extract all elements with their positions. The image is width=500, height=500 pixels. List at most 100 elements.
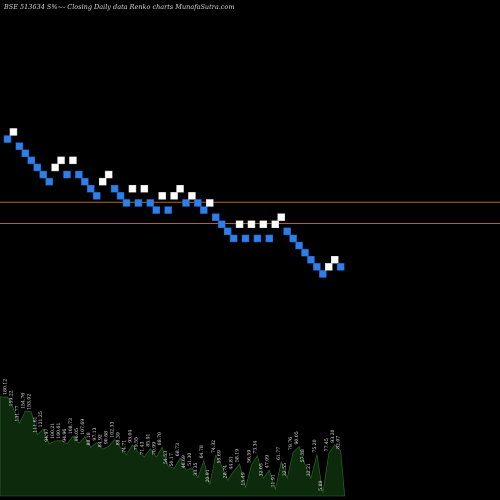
renko-brick-down xyxy=(3,135,12,143)
renko-brick-down xyxy=(253,234,262,243)
renko-brick-down xyxy=(27,156,36,165)
volume-label: 96.05 xyxy=(74,428,80,441)
volume-label: 33.35 xyxy=(193,462,199,475)
renko-brick-down xyxy=(194,199,202,207)
volume-label: 100.61 xyxy=(56,423,62,439)
volume-label: 88.18 xyxy=(86,432,92,445)
renko-brick-down xyxy=(301,248,309,257)
renko-brick-up xyxy=(271,220,279,228)
volume-label: 58.19 xyxy=(235,449,241,462)
renko-brick-down xyxy=(336,263,345,271)
volume-label: 107.69 xyxy=(80,419,86,435)
volume-label: 82.07 xyxy=(336,436,342,449)
renko-brick-up xyxy=(235,220,244,228)
volume-label: 61.77 xyxy=(276,447,282,460)
volume-label: 180.12 xyxy=(3,379,9,395)
volume-label: 44.81 xyxy=(229,456,235,469)
renko-brick-down xyxy=(87,185,95,193)
renko-brick-down xyxy=(39,170,47,179)
renko-brick-down xyxy=(182,199,190,207)
volume-label: 111.61 xyxy=(32,416,38,432)
renko-brick-up xyxy=(158,192,166,200)
renko-brick-up xyxy=(104,170,113,179)
renko-brick-up xyxy=(98,177,107,186)
volume-label: 153.02 xyxy=(26,394,32,410)
renko-brick-down xyxy=(134,199,143,207)
volume-label: 5.89 xyxy=(318,480,324,490)
volume-label: 90.68 xyxy=(104,431,110,444)
volume-label: 75.20 xyxy=(312,439,318,452)
volume-label: 70.99 xyxy=(151,442,157,455)
volume-label: 94.97 xyxy=(44,429,50,442)
volume-label: 88.70 xyxy=(157,432,163,445)
volume-label: 55.69 xyxy=(217,450,223,463)
volume-label: 32.05 xyxy=(258,463,264,476)
renko-brick-up xyxy=(51,163,59,172)
chart-title: BSE 513634 S%~- Closing Daily data Renko… xyxy=(3,3,235,11)
volume-label: 68.73 xyxy=(175,443,181,456)
volume-label: 88.39 xyxy=(116,432,122,445)
renko-brick-up xyxy=(140,185,149,193)
renko-brick-up xyxy=(170,192,178,200)
volume-label: 93.20 xyxy=(330,429,336,442)
volume-label: 20.91 xyxy=(205,469,211,482)
volume-label: 56.59 xyxy=(247,450,253,463)
renko-brick-down xyxy=(15,142,24,150)
renko-brick-down xyxy=(122,199,131,207)
renko-brick-down xyxy=(241,234,250,243)
volume-label: 77.45 xyxy=(324,438,330,451)
renko-brick-up xyxy=(277,213,285,221)
volume-label: 79.76 xyxy=(288,437,294,450)
renko-brick-down xyxy=(164,206,172,214)
volume-label: 54.53 xyxy=(163,451,169,464)
renko-brick-down xyxy=(45,177,53,186)
renko-brick-up xyxy=(206,199,214,207)
renko-brick-up xyxy=(57,156,65,165)
renko-brick-down xyxy=(63,170,71,179)
renko-brick-up xyxy=(188,192,196,200)
volume-label: 159.22 xyxy=(8,390,14,406)
renko-brick-down xyxy=(33,163,41,172)
volume-label: 11.91 xyxy=(270,474,276,487)
renko-brick-down xyxy=(295,241,303,250)
renko-brick-down xyxy=(93,192,101,200)
renko-brick-down xyxy=(265,234,274,243)
renko-brick-down xyxy=(110,185,119,193)
volume-label: 90.05 xyxy=(294,431,300,444)
volume-label: 100.21 xyxy=(50,423,56,439)
renko-brick-down xyxy=(152,206,160,214)
renko-brick-down xyxy=(200,206,208,214)
renko-brick-down xyxy=(289,234,297,243)
volume-label: 57.38 xyxy=(300,449,306,462)
renko-brick-down xyxy=(146,199,155,207)
renko-brick-down xyxy=(313,263,321,271)
volume-label: 71.43 xyxy=(139,441,145,454)
volume-label: 32.55 xyxy=(282,463,288,476)
volume-label: 74.71 xyxy=(122,440,128,453)
renko-brick-down xyxy=(81,177,89,186)
volume-label: 93.04 xyxy=(127,430,133,443)
renko-brick-down xyxy=(21,149,30,157)
renko-brick-up xyxy=(325,263,333,271)
volume-label: 94.96 xyxy=(62,429,68,442)
volume-label: 102.33 xyxy=(110,422,116,438)
volume-label: 64.78 xyxy=(199,445,205,458)
volume-label: 73.34 xyxy=(252,440,258,453)
volume-label: 154.76 xyxy=(20,393,26,409)
renko-brick-up xyxy=(128,185,137,193)
volume-label: 85.91 xyxy=(145,433,151,446)
volume-label: 121.25 xyxy=(38,411,44,427)
renko-brick-down xyxy=(319,270,327,278)
volume-label: 84.92 xyxy=(98,434,104,447)
renko-brick-down xyxy=(217,220,226,228)
volume-area-shape xyxy=(0,396,346,497)
renko-brick-down xyxy=(212,213,220,221)
volume-label: 97.13 xyxy=(92,427,98,440)
volume-label: 28.74 xyxy=(223,465,229,478)
renko-brick-down xyxy=(223,227,232,236)
renko-bricks xyxy=(3,128,345,278)
renko-brick-up xyxy=(176,185,184,193)
